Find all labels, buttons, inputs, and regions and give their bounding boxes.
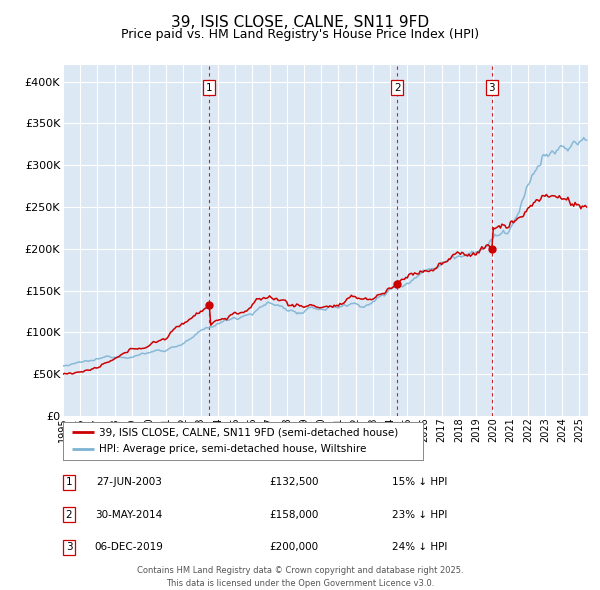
Text: 2: 2 xyxy=(65,510,73,520)
Text: 23% ↓ HPI: 23% ↓ HPI xyxy=(392,510,448,520)
Text: Contains HM Land Registry data © Crown copyright and database right 2025.: Contains HM Land Registry data © Crown c… xyxy=(137,566,463,575)
Text: HPI: Average price, semi-detached house, Wiltshire: HPI: Average price, semi-detached house,… xyxy=(99,444,367,454)
Text: £158,000: £158,000 xyxy=(269,510,319,520)
Text: 06-DEC-2019: 06-DEC-2019 xyxy=(95,542,163,552)
Text: 3: 3 xyxy=(65,542,73,552)
Text: 2: 2 xyxy=(394,83,400,93)
Text: £200,000: £200,000 xyxy=(269,542,319,552)
Text: 30-MAY-2014: 30-MAY-2014 xyxy=(95,510,163,520)
Text: 39, ISIS CLOSE, CALNE, SN11 9FD: 39, ISIS CLOSE, CALNE, SN11 9FD xyxy=(171,15,429,30)
Text: 27-JUN-2003: 27-JUN-2003 xyxy=(96,477,162,487)
Text: 15% ↓ HPI: 15% ↓ HPI xyxy=(392,477,448,487)
Text: 1: 1 xyxy=(65,477,73,487)
Text: 1: 1 xyxy=(206,83,212,93)
Text: 24% ↓ HPI: 24% ↓ HPI xyxy=(392,542,448,552)
Text: Price paid vs. HM Land Registry's House Price Index (HPI): Price paid vs. HM Land Registry's House … xyxy=(121,28,479,41)
Text: This data is licensed under the Open Government Licence v3.0.: This data is licensed under the Open Gov… xyxy=(166,579,434,588)
Text: £132,500: £132,500 xyxy=(269,477,319,487)
Text: 3: 3 xyxy=(488,83,495,93)
Text: 39, ISIS CLOSE, CALNE, SN11 9FD (semi-detached house): 39, ISIS CLOSE, CALNE, SN11 9FD (semi-de… xyxy=(99,427,398,437)
